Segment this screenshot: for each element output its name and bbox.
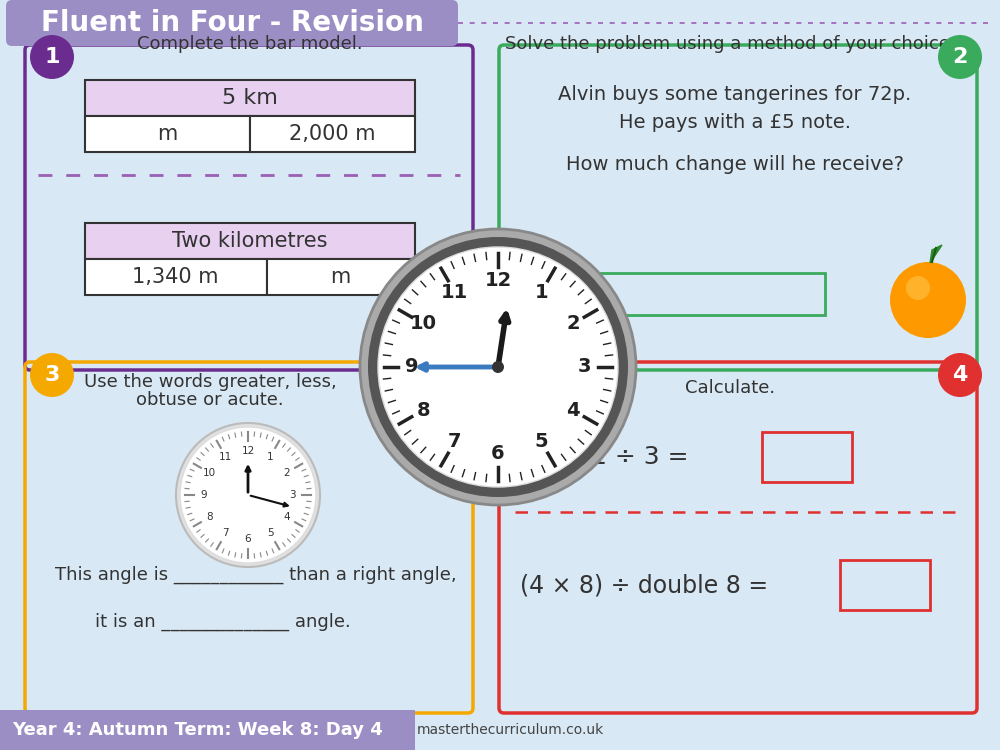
Text: Complete the bar model.: Complete the bar model.	[137, 35, 363, 53]
Text: 2,000 m: 2,000 m	[289, 124, 376, 144]
Circle shape	[938, 353, 982, 397]
Text: 5 km: 5 km	[222, 88, 278, 108]
Circle shape	[176, 423, 320, 567]
Text: 4: 4	[952, 365, 968, 385]
Text: 10: 10	[203, 468, 216, 478]
Text: m: m	[331, 267, 351, 287]
FancyBboxPatch shape	[85, 116, 250, 152]
Circle shape	[906, 276, 930, 300]
Text: 3: 3	[289, 490, 296, 500]
Text: 3: 3	[578, 358, 591, 376]
Circle shape	[492, 361, 504, 373]
Text: 2: 2	[566, 314, 580, 333]
Text: 6: 6	[491, 444, 505, 463]
Circle shape	[378, 247, 618, 487]
Circle shape	[360, 229, 636, 505]
FancyBboxPatch shape	[840, 560, 930, 610]
Text: 12: 12	[241, 446, 255, 456]
Polygon shape	[930, 245, 942, 263]
Circle shape	[30, 35, 74, 79]
Text: 8: 8	[416, 400, 430, 420]
Text: How much change will he receive?: How much change will he receive?	[566, 155, 904, 175]
Text: 10: 10	[410, 314, 437, 333]
FancyBboxPatch shape	[250, 116, 415, 152]
Text: 1,340 m: 1,340 m	[132, 267, 219, 287]
Text: Solve the problem using a method of your choice.: Solve the problem using a method of your…	[505, 35, 955, 53]
Text: 7: 7	[223, 528, 229, 538]
Text: masterthecurriculum.co.uk: masterthecurriculum.co.uk	[416, 723, 604, 737]
FancyBboxPatch shape	[266, 259, 415, 295]
Text: 5: 5	[534, 432, 548, 451]
Text: 2: 2	[952, 47, 968, 67]
Circle shape	[890, 262, 966, 338]
Text: 1: 1	[44, 47, 60, 67]
FancyBboxPatch shape	[85, 259, 266, 295]
Text: He pays with a £5 note.: He pays with a £5 note.	[619, 112, 851, 131]
Text: it is an ______________ angle.: it is an ______________ angle.	[95, 613, 351, 632]
Text: 7: 7	[448, 432, 462, 451]
Text: 21 ÷ 3 =: 21 ÷ 3 =	[575, 445, 688, 469]
Text: 6: 6	[245, 534, 251, 544]
FancyBboxPatch shape	[555, 273, 825, 315]
Text: 1: 1	[534, 283, 548, 302]
Text: Two kilometres: Two kilometres	[172, 231, 328, 251]
FancyBboxPatch shape	[0, 710, 415, 750]
Text: Year 4: Autumn Term: Week 8: Day 4: Year 4: Autumn Term: Week 8: Day 4	[12, 721, 383, 739]
Text: m: m	[157, 124, 178, 144]
Circle shape	[30, 353, 74, 397]
Text: 1: 1	[267, 452, 273, 462]
Text: (4 × 8) ÷ double 8 =: (4 × 8) ÷ double 8 =	[520, 573, 768, 597]
FancyBboxPatch shape	[762, 432, 852, 482]
Text: Use the words greater, less,: Use the words greater, less,	[84, 373, 336, 391]
Text: 11: 11	[219, 452, 233, 462]
Text: 4: 4	[566, 400, 580, 420]
Text: 3: 3	[44, 365, 60, 385]
Circle shape	[368, 237, 628, 497]
Text: Fluent in Four - Revision: Fluent in Four - Revision	[41, 9, 423, 37]
FancyBboxPatch shape	[85, 223, 415, 259]
Circle shape	[938, 35, 982, 79]
Text: 8: 8	[206, 512, 213, 522]
Text: This angle is ____________ than a right angle,: This angle is ____________ than a right …	[55, 566, 457, 584]
Text: 12: 12	[484, 271, 512, 290]
Circle shape	[180, 427, 316, 563]
Text: 2: 2	[283, 468, 290, 478]
Text: 9: 9	[405, 358, 418, 376]
Text: Alvin buys some tangerines for 72p.: Alvin buys some tangerines for 72p.	[558, 86, 912, 104]
FancyBboxPatch shape	[6, 0, 458, 46]
Text: obtuse or acute.: obtuse or acute.	[136, 391, 284, 409]
Text: 5: 5	[267, 528, 273, 538]
Text: 4: 4	[283, 512, 290, 522]
Text: 11: 11	[441, 283, 468, 302]
FancyBboxPatch shape	[85, 80, 415, 116]
Text: 9: 9	[200, 490, 207, 500]
Text: Calculate.: Calculate.	[685, 379, 775, 397]
